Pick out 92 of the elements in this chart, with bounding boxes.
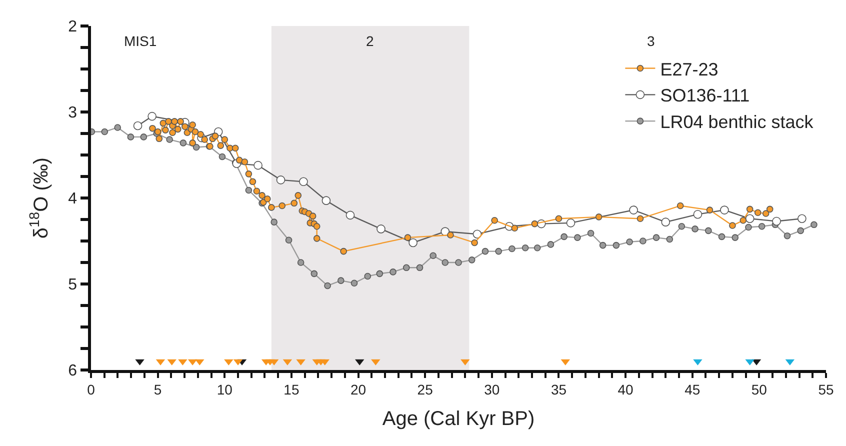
point xyxy=(285,236,292,244)
x-tick-label: 15 xyxy=(284,382,300,398)
point xyxy=(364,272,372,280)
point xyxy=(574,234,581,241)
point xyxy=(693,210,702,219)
point xyxy=(376,224,386,234)
point xyxy=(390,268,396,276)
point xyxy=(720,206,729,214)
point xyxy=(270,218,278,226)
point xyxy=(402,264,410,272)
x-tick-label: 55 xyxy=(818,382,834,398)
point xyxy=(180,140,187,146)
point xyxy=(245,186,252,194)
x-tick-label: 35 xyxy=(550,382,567,398)
point xyxy=(705,227,712,234)
x-tick-label: 10 xyxy=(216,382,233,398)
point xyxy=(192,144,200,151)
point xyxy=(626,238,633,246)
point xyxy=(640,238,646,244)
point xyxy=(101,128,108,136)
point xyxy=(718,233,726,240)
point xyxy=(276,176,286,184)
legend-label: E27-23 xyxy=(660,59,718,80)
point xyxy=(442,259,449,266)
point xyxy=(522,244,529,252)
annotation: 3 xyxy=(647,33,655,49)
point xyxy=(133,121,142,130)
point xyxy=(560,233,568,240)
point xyxy=(140,134,148,140)
point xyxy=(299,177,308,186)
point xyxy=(468,256,476,264)
point xyxy=(376,270,384,278)
y-tick-label: 5 xyxy=(68,276,78,294)
point xyxy=(732,234,739,241)
point xyxy=(745,224,752,231)
point xyxy=(350,280,358,287)
point xyxy=(455,259,462,266)
point xyxy=(430,252,437,260)
point xyxy=(652,234,660,241)
point xyxy=(416,264,424,272)
x-axis-title: Age (Cal Kyr BP) xyxy=(382,408,535,430)
point xyxy=(678,222,686,230)
y-tick-label: 2 xyxy=(68,18,78,36)
point xyxy=(218,153,226,160)
point xyxy=(346,210,355,220)
legend-label: SO136-111 xyxy=(660,86,750,106)
point xyxy=(472,230,482,239)
x-tick-label: 20 xyxy=(350,382,366,398)
x-tick-label: 45 xyxy=(684,382,700,398)
point xyxy=(547,241,554,248)
x-tick-label: 25 xyxy=(417,382,434,398)
point xyxy=(322,196,331,205)
point xyxy=(166,136,173,143)
point xyxy=(612,242,620,249)
point xyxy=(758,222,766,230)
point xyxy=(661,218,670,226)
point xyxy=(692,226,698,232)
point xyxy=(810,221,818,228)
point xyxy=(127,134,134,140)
x-tick-label: 40 xyxy=(618,382,634,398)
point xyxy=(148,112,156,121)
point xyxy=(745,214,754,224)
point xyxy=(587,230,594,237)
point xyxy=(114,124,121,131)
point xyxy=(797,227,804,234)
point xyxy=(798,214,806,224)
legend-label: LR04 benthic stack xyxy=(660,112,814,132)
point xyxy=(297,259,304,266)
point xyxy=(310,270,318,278)
point xyxy=(508,245,516,252)
annotation: MIS1 xyxy=(124,33,157,49)
point xyxy=(666,236,674,243)
x-tick-label: 50 xyxy=(751,382,768,398)
point xyxy=(324,282,331,290)
point xyxy=(599,242,606,249)
annotation: 2 xyxy=(366,33,374,49)
point xyxy=(495,248,502,255)
point xyxy=(254,160,262,170)
point xyxy=(408,238,418,248)
point xyxy=(534,244,541,252)
point xyxy=(482,248,489,255)
y-tick-label: 6 xyxy=(68,362,78,380)
y-tick-label: 4 xyxy=(68,190,78,208)
point xyxy=(772,216,781,226)
x-tick-label: 30 xyxy=(484,382,500,398)
point xyxy=(566,218,576,228)
x-tick-label: 0 xyxy=(87,382,96,398)
point xyxy=(338,277,344,284)
y-tick-label: 3 xyxy=(68,104,78,122)
x-tick-label: 5 xyxy=(154,382,162,398)
point xyxy=(784,232,791,240)
point xyxy=(629,206,638,214)
